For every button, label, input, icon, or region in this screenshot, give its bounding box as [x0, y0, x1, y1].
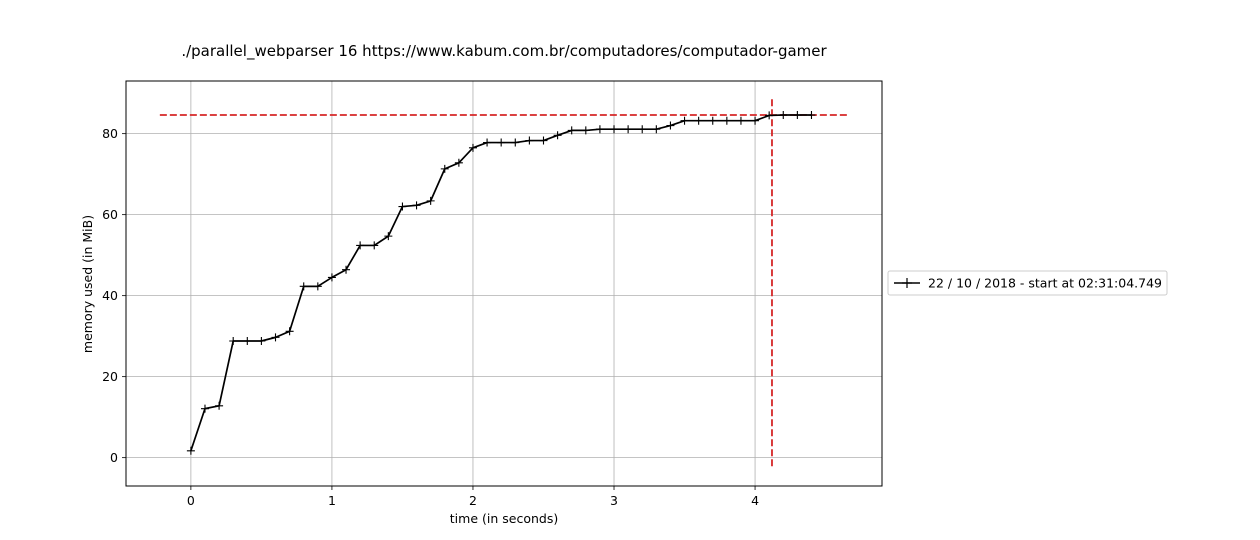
y-tick-label: 80: [102, 126, 118, 141]
data-series: [186, 111, 816, 455]
data-point: [610, 125, 619, 134]
data-point: [553, 131, 562, 140]
data-point: [454, 158, 463, 167]
data-point: [694, 116, 703, 125]
plot-area-frame: [125, 80, 883, 487]
x-tick-label: 1: [328, 493, 336, 508]
legend: 22 / 10 / 2018 - start at 02:31:04.749: [887, 270, 1168, 296]
data-point: [483, 138, 492, 147]
y-tick-label: 60: [102, 207, 118, 222]
data-point: [497, 138, 506, 147]
data-point: [215, 401, 224, 410]
data-point: [652, 125, 661, 134]
data-point: [708, 116, 717, 125]
legend-marker-sample: [902, 278, 912, 288]
data-point: [666, 121, 675, 130]
x-tick-label: 4: [751, 493, 759, 508]
data-point: [736, 116, 745, 125]
data-point: [440, 164, 449, 173]
data-point: [200, 404, 209, 413]
data-point: [426, 196, 435, 205]
data-point: [793, 111, 802, 120]
reference-lines: [159, 99, 849, 468]
data-point: [680, 116, 689, 125]
data-point: [765, 111, 774, 120]
data-point: [384, 232, 393, 241]
y-tick-label: 40: [102, 288, 118, 303]
data-point: [624, 125, 633, 134]
data-point: [370, 241, 379, 250]
data-point: [525, 136, 534, 145]
data-point: [243, 337, 252, 346]
data-point: [751, 116, 760, 125]
data-point: [412, 201, 421, 210]
data-point: [539, 136, 548, 145]
chart-title: ./parallel_webparser 16 https://www.kabu…: [181, 42, 827, 61]
data-point: [229, 337, 238, 346]
data-point: [468, 143, 477, 152]
x-tick-label: 3: [610, 493, 618, 508]
data-point: [398, 202, 407, 211]
data-point: [299, 282, 308, 291]
data-point: [511, 138, 520, 147]
x-tick-label: 2: [469, 493, 477, 508]
series-line: [190, 114, 812, 452]
data-point: [779, 111, 788, 120]
legend-entry-label: 22 / 10 / 2018 - start at 02:31:04.749: [928, 276, 1162, 291]
data-point: [567, 126, 576, 135]
y-tick-label: 20: [102, 369, 118, 384]
x-tick-label: 0: [187, 493, 195, 508]
data-point: [342, 265, 351, 274]
data-point: [313, 282, 322, 291]
data-point: [327, 273, 336, 282]
y-tick-label: 0: [110, 450, 118, 465]
data-point: [807, 111, 816, 120]
y-axis-label: memory used (in MiB): [80, 215, 95, 353]
data-point: [257, 337, 266, 346]
x-axis-label: time (in seconds): [450, 511, 558, 526]
data-point: [186, 446, 195, 455]
data-point: [722, 116, 731, 125]
data-point: [271, 333, 280, 342]
legend-frame: [887, 270, 1168, 296]
data-point: [356, 241, 365, 250]
data-point: [638, 125, 647, 134]
data-point: [595, 125, 604, 134]
data-point: [581, 126, 590, 135]
data-point: [285, 327, 294, 336]
